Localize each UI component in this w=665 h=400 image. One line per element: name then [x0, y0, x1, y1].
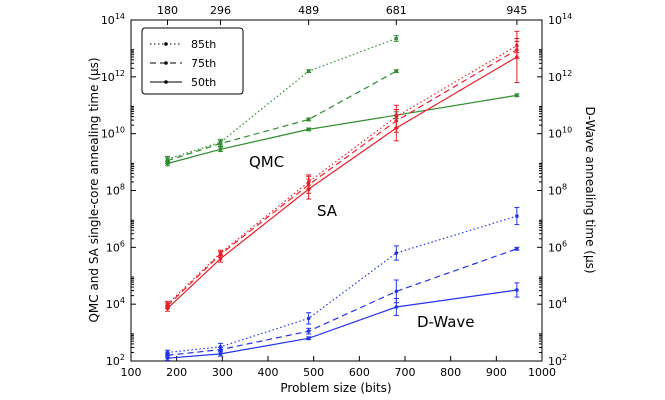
y-tick-label-right: 106: [548, 239, 567, 254]
series-line: [167, 56, 518, 309]
y-tick-label-right: 102: [548, 353, 567, 368]
series-line: [167, 94, 517, 165]
data-point: [218, 256, 223, 261]
data-point: [218, 147, 223, 152]
x-tick-label: 700: [395, 366, 416, 379]
data-point: [165, 161, 170, 166]
y-tick-label-left: 1010: [101, 126, 125, 141]
data-point: [515, 55, 519, 59]
data-point: [515, 246, 519, 251]
legend-marker: [164, 61, 168, 65]
data-point: [306, 336, 311, 341]
series-line: [167, 45, 518, 305]
series-line: [167, 215, 518, 354]
y-axis-title-right: D-Wave annealing time (μs): [583, 106, 597, 273]
data-point: [515, 288, 519, 292]
data-point: [218, 352, 223, 356]
data-point: [306, 187, 311, 191]
data-point: [218, 347, 223, 352]
series-sa-50th: [165, 30, 520, 312]
data-point: [306, 117, 311, 122]
data-point: [165, 306, 170, 311]
y-tick-label-right: 104: [548, 296, 567, 311]
data-point: [165, 356, 170, 360]
y-axis-title-left: QMC and SA single-core annealing time (μ…: [87, 57, 101, 322]
y-tick-label-left: 104: [106, 296, 125, 311]
y-tick-label-left: 108: [106, 183, 125, 198]
series-line: [167, 37, 397, 160]
x-tick-label: 600: [349, 366, 370, 379]
data-point: [306, 329, 311, 333]
series-d-wave-75th: [165, 246, 520, 359]
series-layer: [165, 30, 520, 361]
data-point: [394, 126, 399, 130]
top-tick-label: 681: [386, 4, 407, 17]
x-axis-title: Problem size (bits): [280, 381, 391, 395]
annotation-sa: SA: [317, 202, 338, 220]
legend-label-50th: 50th: [191, 76, 216, 89]
data-point: [394, 251, 399, 255]
series-d-wave-85th: [165, 207, 520, 356]
y-tick-label-left: 1012: [101, 69, 125, 84]
data-point: [394, 69, 399, 73]
annotation-qmc: QMC: [249, 153, 284, 171]
y-tick-label-right: 1014: [548, 12, 572, 27]
y-tick-label-right: 1012: [548, 69, 572, 84]
legend-label-75th: 75th: [191, 57, 216, 70]
data-point: [306, 69, 311, 73]
top-tick-label: 296: [210, 4, 231, 17]
legend: 85th 75th 50th: [141, 27, 244, 95]
y-tick-label-right: 1010: [548, 126, 572, 141]
data-point: [515, 93, 519, 98]
data-point: [306, 316, 311, 321]
x-tick-label: 100: [121, 366, 142, 379]
data-point: [394, 36, 399, 41]
top-tick-label: 945: [506, 4, 527, 17]
data-point: [218, 141, 223, 146]
series-line: [167, 248, 518, 356]
legend-marker: [164, 42, 168, 46]
legend-label-85th: 85th: [191, 38, 216, 51]
top-tick-label: 180: [157, 4, 178, 17]
data-point: [306, 127, 311, 132]
x-tick-label: 300: [212, 366, 233, 379]
annotation-dwave: D-Wave: [417, 313, 475, 331]
legend-marker: [164, 80, 168, 84]
x-tick-label: 900: [486, 366, 507, 379]
data-point: [515, 214, 519, 218]
y-tick-label-right: 108: [548, 183, 567, 198]
y-tick-label-left: 106: [106, 239, 125, 254]
x-tick-label: 800: [440, 366, 461, 379]
series-line: [167, 70, 397, 162]
x-tick-label: 500: [303, 366, 324, 379]
series-d-wave-50th: [165, 282, 520, 361]
series-qmc-50th: [165, 93, 520, 167]
y-tick-label-left: 1014: [101, 12, 125, 27]
data-point: [394, 289, 399, 294]
top-tick-label: 489: [298, 4, 319, 17]
data-point: [394, 305, 399, 309]
x-tick-label: 1000: [528, 366, 556, 379]
x-tick-label: 200: [166, 366, 187, 379]
x-tick-label: 400: [258, 366, 279, 379]
